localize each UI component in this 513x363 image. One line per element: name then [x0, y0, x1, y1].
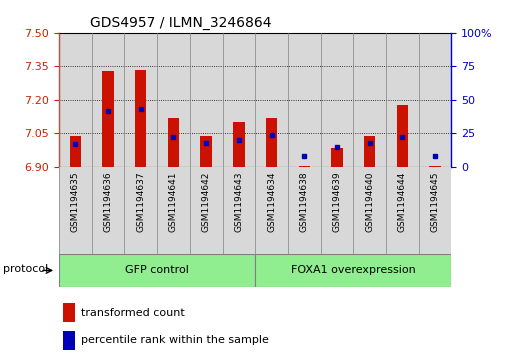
Bar — [331, 148, 343, 167]
Bar — [353, 33, 386, 167]
Bar — [288, 33, 321, 167]
Text: GSM1194635: GSM1194635 — [71, 171, 80, 232]
Bar — [288, 167, 321, 254]
Text: GSM1194636: GSM1194636 — [104, 171, 112, 232]
Bar — [223, 33, 255, 167]
Bar — [70, 136, 81, 167]
Text: protocol: protocol — [3, 264, 48, 274]
Bar — [386, 167, 419, 254]
Bar — [92, 33, 124, 167]
Bar — [168, 118, 179, 167]
Bar — [397, 105, 408, 167]
Bar — [124, 167, 157, 254]
Bar — [223, 167, 255, 254]
Bar — [102, 71, 114, 167]
Text: GSM1194644: GSM1194644 — [398, 171, 407, 232]
Text: GSM1194641: GSM1194641 — [169, 171, 178, 232]
Bar — [190, 33, 223, 167]
Bar — [157, 33, 190, 167]
Bar — [386, 33, 419, 167]
Text: FOXA1 overexpression: FOXA1 overexpression — [291, 265, 416, 276]
Text: GSM1194639: GSM1194639 — [332, 171, 342, 232]
Bar — [419, 167, 451, 254]
Bar — [190, 167, 223, 254]
Bar — [63, 303, 75, 322]
Bar — [255, 167, 288, 254]
Text: GSM1194638: GSM1194638 — [300, 171, 309, 232]
Bar — [233, 122, 245, 167]
Bar — [59, 33, 92, 167]
Text: GSM1194634: GSM1194634 — [267, 171, 276, 232]
Bar — [364, 136, 376, 167]
FancyBboxPatch shape — [255, 254, 451, 287]
Text: GFP control: GFP control — [125, 265, 189, 276]
Text: GSM1194640: GSM1194640 — [365, 171, 374, 232]
Bar — [353, 167, 386, 254]
Text: percentile rank within the sample: percentile rank within the sample — [81, 335, 268, 345]
Bar — [135, 70, 147, 167]
FancyBboxPatch shape — [59, 254, 255, 287]
Bar — [92, 167, 125, 254]
Text: GSM1194637: GSM1194637 — [136, 171, 145, 232]
Text: GSM1194642: GSM1194642 — [202, 171, 211, 232]
Bar — [157, 167, 190, 254]
Bar — [59, 167, 92, 254]
Bar — [124, 33, 157, 167]
Bar — [255, 33, 288, 167]
Bar — [429, 166, 441, 167]
Text: GSM1194643: GSM1194643 — [234, 171, 243, 232]
Bar — [419, 33, 451, 167]
Bar — [63, 331, 75, 350]
Bar — [201, 136, 212, 167]
Bar — [321, 167, 353, 254]
Bar — [266, 118, 278, 167]
Bar — [299, 166, 310, 167]
Text: GDS4957 / ILMN_3246864: GDS4957 / ILMN_3246864 — [90, 16, 272, 30]
Text: GSM1194645: GSM1194645 — [430, 171, 440, 232]
Text: transformed count: transformed count — [81, 307, 184, 318]
Bar — [321, 33, 353, 167]
